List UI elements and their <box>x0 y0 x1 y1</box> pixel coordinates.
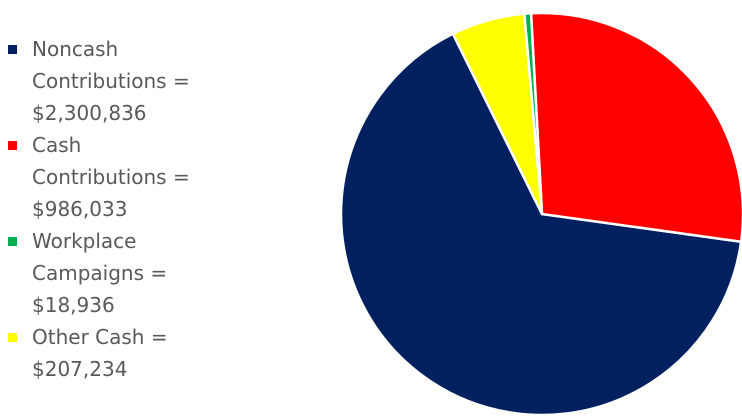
legend-label-line: Cash <box>32 133 82 157</box>
legend-item-cash: Cash Contributions = $986,033 <box>8 129 248 225</box>
legend-label-line: Other Cash = <box>32 325 168 349</box>
legend-value: $986,033 <box>32 197 128 221</box>
legend-label-line: Contributions = <box>32 165 190 189</box>
legend-label-line: Noncash <box>32 37 119 61</box>
legend-value: $18,936 <box>32 293 115 317</box>
legend-swatch-workplace <box>8 237 17 246</box>
legend-label-line: Contributions = <box>32 69 190 93</box>
legend-swatch-cash <box>8 141 17 150</box>
legend-item-noncash: Noncash Contributions = $2,300,836 <box>8 33 248 129</box>
legend-item-workplace: Workplace Campaigns = $18,936 <box>8 225 248 321</box>
legend-value: $2,300,836 <box>32 101 147 125</box>
legend-value: $207,234 <box>32 357 128 381</box>
pie-slice-other-cash <box>451 12 544 216</box>
legend-label-line: Workplace <box>32 229 137 253</box>
pie-slice-cash <box>529 11 742 243</box>
legend-item-other-cash: Other Cash = $207,234 <box>8 321 248 385</box>
chart-legend: Noncash Contributions = $2,300,836 Cash … <box>8 33 248 385</box>
legend-swatch-other-cash <box>8 333 17 342</box>
pie-slice-noncash <box>339 32 742 417</box>
legend-swatch-noncash <box>8 45 17 54</box>
legend-label-line: Campaigns = <box>32 261 168 285</box>
